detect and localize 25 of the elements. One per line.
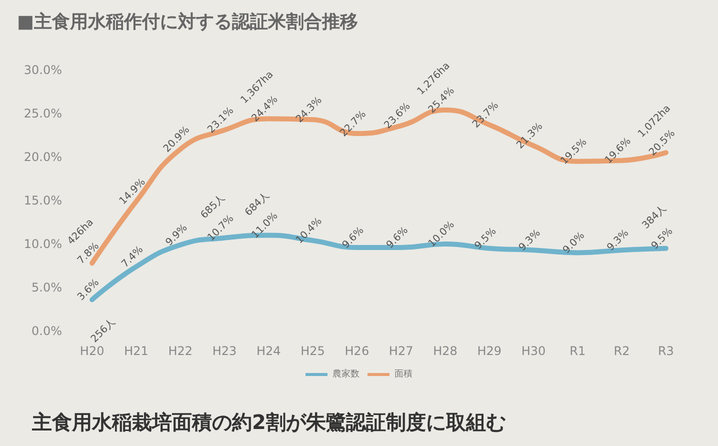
legend-label: 農家数	[332, 368, 360, 380]
x-tick-label: H20	[80, 344, 104, 358]
chart-title: ■主食用水稲作付に対する認証米割合推移	[17, 12, 358, 32]
text: 主食用水稲栽培面積の約2割が朱鷺認証制度に取組む	[31, 410, 506, 434]
y-tick-label: 20.0%	[24, 150, 62, 164]
x-tick-label: H21	[124, 344, 148, 358]
x-tick-label: H25	[300, 344, 325, 358]
x-tick-label: H30	[521, 344, 546, 358]
x-tick-label: R1	[570, 344, 586, 358]
x-tick-label: H27	[388, 344, 414, 358]
legend-label: 面積	[394, 368, 412, 380]
x-tick-label: H29	[477, 344, 502, 358]
x-tick-label: H22	[168, 344, 193, 358]
x-tick-label: H23	[212, 344, 237, 358]
x-tick-label: H28	[433, 344, 458, 358]
x-tick-label: H26	[344, 344, 370, 358]
y-tick-label: 0.0%	[32, 324, 62, 338]
x-tick-label: H24	[256, 344, 281, 358]
y-tick-label: 10.0%	[24, 237, 62, 251]
y-tick-label: 25.0%	[24, 106, 62, 120]
y-tick-label: 5.0%	[32, 280, 62, 294]
y-tick-label: 15.0%	[24, 194, 62, 208]
x-tick-label: R2	[614, 344, 630, 358]
y-tick-label: 30.0%	[24, 63, 62, 77]
x-tick-label: R3	[658, 344, 674, 358]
